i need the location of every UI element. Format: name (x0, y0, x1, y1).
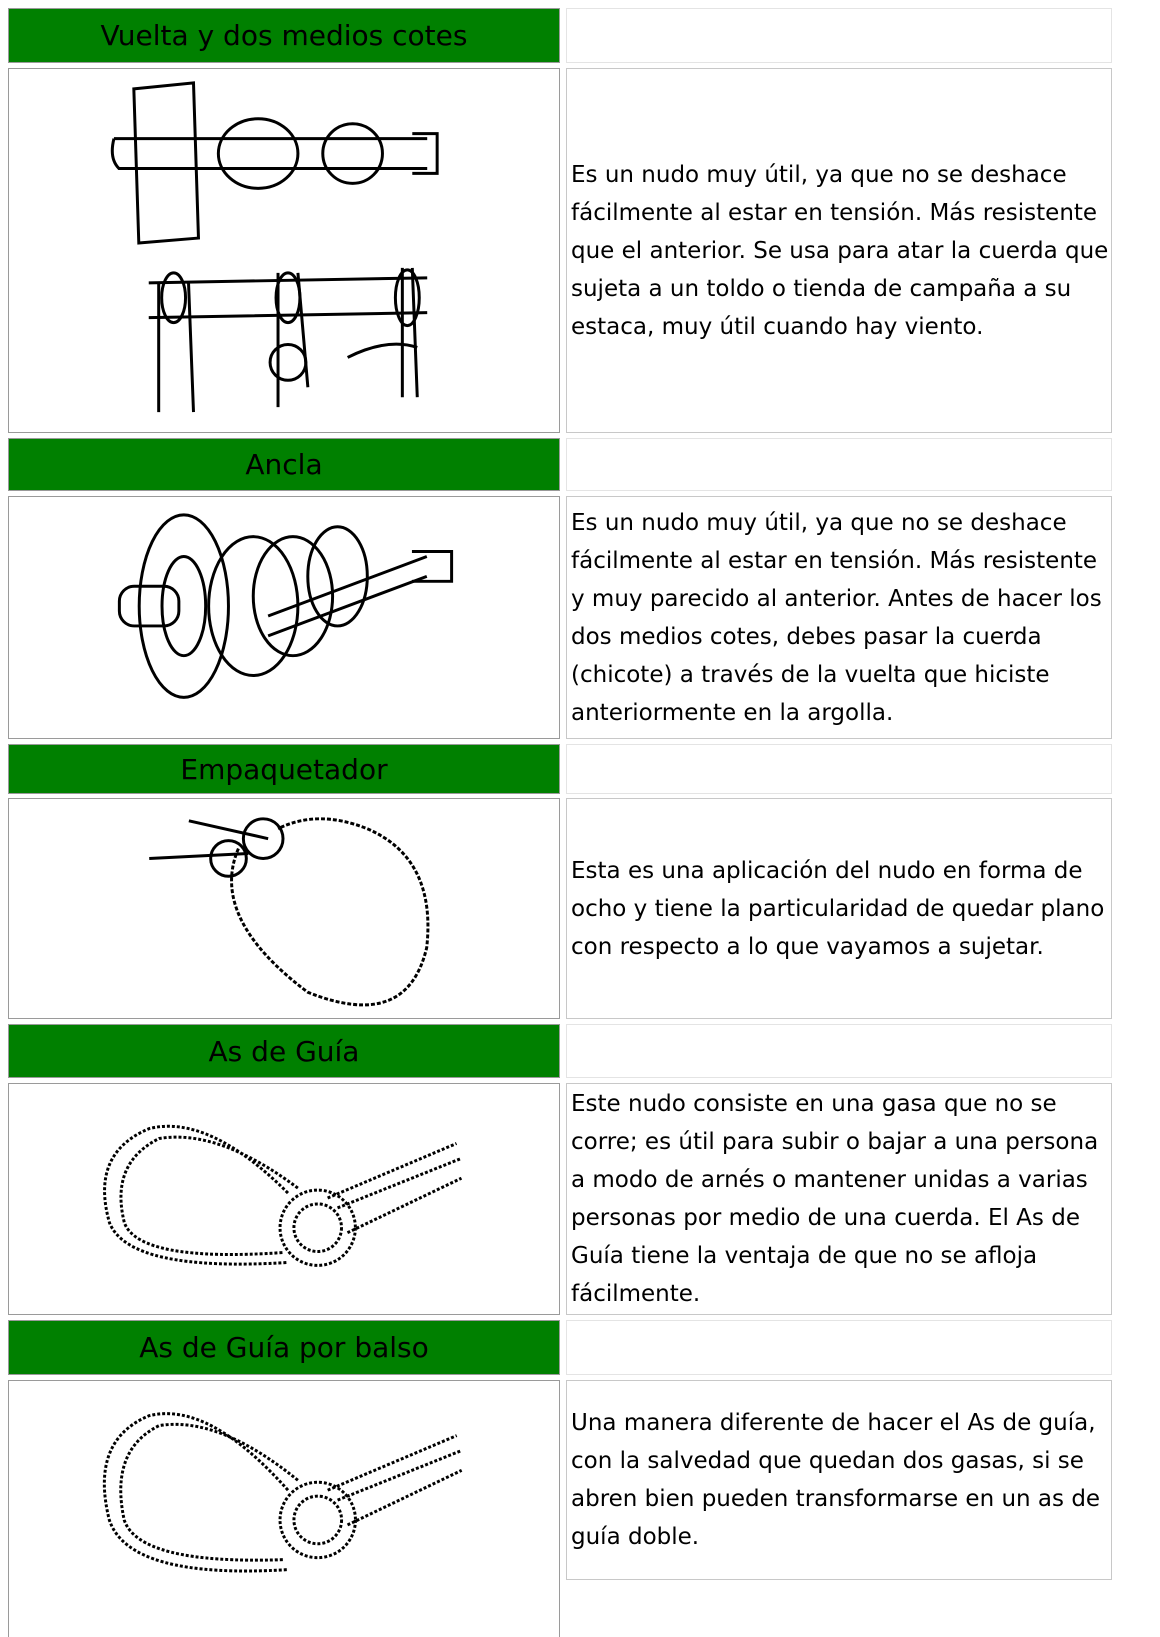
knot-image (8, 1083, 560, 1315)
knot-drawing (103, 1124, 463, 1267)
knot-description: Es un nudo muy útil, ya que no se deshac… (566, 496, 1112, 739)
description-text: Una manera diferente de hacer el As de g… (571, 1410, 1101, 1550)
header-spacer (566, 8, 1112, 63)
knot-title: As de Guía por balso (8, 1320, 560, 1375)
knot-image (8, 68, 560, 433)
description-text: Es un nudo muy útil, ya que no se deshac… (571, 509, 1102, 726)
header-spacer (566, 744, 1112, 794)
description-text: Es un nudo muy útil, ya que no se deshac… (571, 161, 1109, 340)
knot-title: Ancla (8, 438, 560, 491)
knot-description: Este nudo consiste en una gasa que no se… (566, 1083, 1112, 1315)
knot-description: Una manera diferente de hacer el As de g… (566, 1380, 1112, 1580)
knot-drawing (110, 81, 439, 413)
knot-title: Vuelta y dos medios cotes (8, 8, 560, 63)
knot-image (8, 798, 560, 1019)
header-spacer (566, 438, 1112, 491)
knot-image (8, 1380, 560, 1637)
knot-description: Es un nudo muy útil, ya que no se deshac… (566, 68, 1112, 433)
description-text: Esta es una aplicación del nudo en forma… (571, 857, 1105, 960)
knot-drawing (117, 513, 454, 699)
header-spacer (566, 1320, 1112, 1375)
knot-title: As de Guía (8, 1024, 560, 1078)
knot-description: Esta es una aplicación del nudo en forma… (566, 798, 1112, 1019)
description-text: Este nudo consiste en una gasa que no se… (571, 1091, 1099, 1307)
knot-image (8, 496, 560, 739)
knot-drawing (149, 817, 430, 1007)
header-spacer (566, 1024, 1112, 1078)
knot-title: Empaquetador (8, 744, 560, 794)
knot-drawing (102, 1412, 463, 1573)
